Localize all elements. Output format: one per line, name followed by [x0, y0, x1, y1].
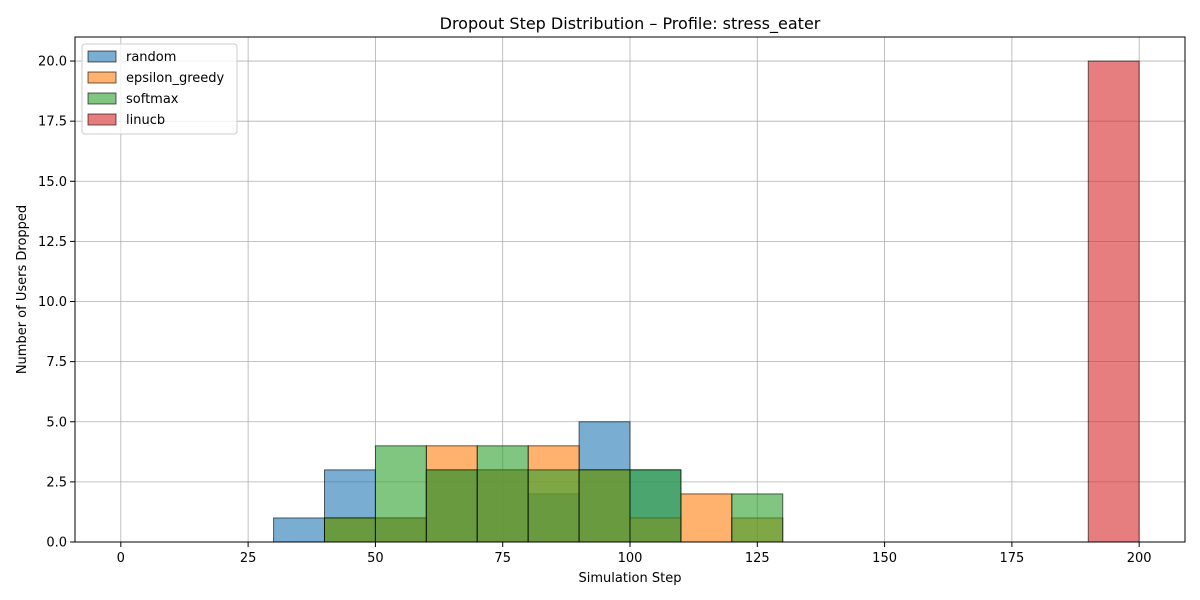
x-axis-label: Simulation Step — [579, 571, 682, 586]
x-tick-label: 100 — [618, 551, 643, 566]
histogram-bar — [731, 493, 784, 543]
x-tick-label: 25 — [240, 551, 257, 566]
legend-swatch — [87, 50, 117, 63]
series-softmax — [323, 445, 784, 543]
y-tick-label: 10.0 — [38, 295, 67, 310]
x-tick-label: 50 — [367, 551, 384, 566]
histogram-bar — [1087, 60, 1140, 543]
histogram-bar — [578, 469, 631, 543]
histogram-bar — [476, 445, 529, 543]
histogram-bar — [680, 493, 733, 543]
axis-ticks: 0 25 50 75 100 125 150 175 200 0.0 2.5 5.0 7.5 10.0 12… — [38, 55, 1152, 566]
y-tick-label: 0.0 — [46, 536, 67, 551]
chart-title: Dropout Step Distribution – Profile: str… — [440, 14, 821, 34]
x-tick-label: 75 — [494, 551, 511, 566]
y-axis-label: Number of Users Dropped — [15, 205, 30, 374]
legend-swatch — [87, 71, 117, 84]
legend-label: linucb — [126, 113, 165, 128]
histogram-bar — [629, 469, 682, 543]
histogram-bars — [273, 60, 1140, 543]
legend-label: random — [126, 50, 176, 65]
x-tick-label: 175 — [999, 551, 1024, 566]
y-tick-label: 17.5 — [38, 115, 67, 130]
y-tick-label: 5.0 — [46, 415, 67, 430]
legend-label: softmax — [126, 92, 179, 107]
legend-box — [81, 43, 238, 135]
y-tick-label: 12.5 — [38, 235, 67, 250]
series-linucb — [1087, 60, 1140, 543]
histogram-bar — [425, 469, 478, 543]
x-tick-label: 0 — [117, 551, 125, 566]
legend-swatch — [87, 92, 117, 105]
histogram-bar — [374, 445, 427, 543]
x-tick-label: 150 — [872, 551, 897, 566]
histogram-bar — [273, 517, 325, 543]
legend-label: epsilon_greedy — [126, 71, 224, 86]
x-tick-label: 200 — [1127, 551, 1152, 566]
x-tick-label: 125 — [745, 551, 770, 566]
y-tick-label: 2.5 — [46, 475, 67, 490]
histogram-bar — [527, 469, 580, 543]
legend-swatch — [87, 113, 117, 126]
histogram-bar — [323, 517, 376, 543]
y-tick-label: 15.0 — [38, 175, 67, 190]
y-tick-label: 20.0 — [38, 55, 67, 70]
y-tick-label: 7.5 — [46, 355, 67, 370]
